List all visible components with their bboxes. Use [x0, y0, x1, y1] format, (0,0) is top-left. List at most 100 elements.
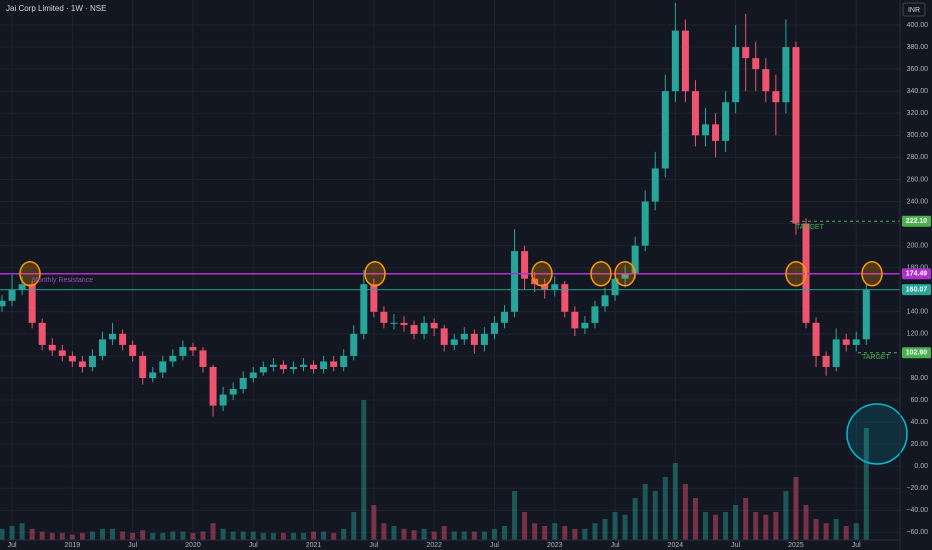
candle-body	[360, 284, 368, 334]
volume-bar	[522, 512, 528, 540]
candle-body	[199, 350, 207, 367]
x-tick-label: 2020	[185, 542, 201, 549]
volume-bar	[743, 498, 749, 540]
y-tick-label: −20.00	[906, 485, 928, 492]
volume-bar	[230, 531, 236, 540]
volume-bar	[612, 512, 618, 540]
y-tick-label: 260.00	[907, 176, 929, 183]
volume-bar	[602, 519, 608, 540]
level-label: 222.10	[906, 218, 928, 225]
candle-body	[712, 124, 720, 141]
candles	[0, 2, 870, 417]
candle-body	[852, 339, 860, 345]
candle-body	[330, 361, 338, 367]
volume-bar	[89, 531, 95, 540]
y-tick-label: 200.00	[907, 242, 929, 249]
candle-body	[732, 47, 740, 103]
level-label-box	[902, 268, 931, 280]
y-tick-label: 280.00	[907, 154, 929, 161]
highlight-circle	[785, 261, 807, 287]
volume-bar	[280, 533, 286, 540]
volume-bar	[813, 519, 819, 540]
candle-body	[681, 30, 689, 92]
candle-body	[812, 322, 820, 356]
candle-body	[0, 300, 6, 307]
x-tick-label: Jul	[852, 542, 861, 549]
volume-bar	[351, 512, 357, 540]
candle-body	[671, 30, 679, 92]
volume-bar	[662, 477, 668, 540]
x-tick-label: 2019	[65, 542, 81, 549]
level-label-box	[902, 215, 931, 227]
candle-body	[259, 366, 267, 373]
candle-body	[822, 355, 830, 367]
volume-bar	[843, 526, 849, 540]
candle-body	[782, 47, 790, 103]
volume-bar	[461, 531, 467, 540]
volume-highlight	[846, 403, 908, 465]
volume-bar	[270, 533, 276, 540]
currency: INR	[908, 7, 920, 14]
y-tick-label: −60.00	[906, 529, 928, 536]
y-tick-label: 140.00	[907, 309, 929, 316]
level-label: 160.07	[906, 287, 928, 294]
volume-bar	[723, 512, 729, 540]
volume-bar	[401, 528, 407, 540]
candle-body	[239, 377, 247, 390]
volume-bar	[29, 528, 35, 540]
volume-bar	[220, 528, 226, 540]
candle-body	[521, 251, 529, 279]
volume-bar	[381, 523, 387, 540]
candle-body	[631, 245, 639, 274]
candle-body	[8, 289, 16, 301]
volume-bar	[170, 531, 176, 540]
candle-body	[691, 91, 699, 136]
volume-bar	[69, 534, 75, 540]
candle-body	[501, 311, 508, 323]
candle-body	[48, 344, 56, 351]
volume-bar	[823, 523, 829, 540]
y-tick-label: 240.00	[907, 198, 929, 205]
candle-body	[370, 284, 378, 312]
chart-title: Jai Corp Limited · 1W · NSE	[6, 4, 106, 13]
candle-body	[58, 350, 66, 356]
volume-bar	[421, 528, 427, 540]
highlight-circle	[590, 261, 612, 287]
volume-bar	[713, 514, 719, 540]
volume-bar	[833, 519, 839, 540]
volume-bar	[481, 531, 487, 540]
candle-body	[400, 322, 408, 326]
y-tick-label: 300.00	[907, 132, 929, 139]
volume-bar	[150, 533, 156, 540]
candle-body	[480, 333, 488, 345]
volume-bar	[491, 528, 497, 540]
y-tick-label: 340.00	[907, 88, 929, 95]
candle-body	[129, 344, 137, 356]
x-tick-label: Jul	[249, 542, 258, 549]
currency-box[interactable]	[902, 2, 926, 17]
volume-bar	[431, 531, 437, 540]
level-label: 102.90	[906, 350, 928, 357]
candle-body	[641, 201, 649, 246]
x-tick-label: 2025	[788, 542, 804, 549]
y-tick-label: 380.00	[907, 44, 929, 51]
candle-body	[68, 355, 76, 362]
volume-bar	[321, 531, 327, 540]
candle-body	[38, 322, 46, 345]
x-tick-label: Jul	[611, 542, 620, 549]
volume-bar	[301, 533, 306, 540]
candle-body	[460, 333, 468, 340]
level-label-box	[902, 284, 931, 296]
candle-body	[179, 347, 187, 356]
y-tick-label: −40.00	[906, 507, 928, 514]
volume-bar	[652, 491, 658, 540]
candle-body	[490, 322, 498, 334]
volume-bar	[59, 533, 65, 540]
volume-bar	[753, 512, 759, 540]
volume-bar	[160, 533, 166, 540]
volume-bar	[100, 528, 105, 540]
candle-body	[139, 355, 147, 378]
y-tick-label: 360.00	[907, 66, 929, 73]
annotation: TARGET	[796, 224, 825, 231]
volume-bar	[240, 531, 246, 540]
